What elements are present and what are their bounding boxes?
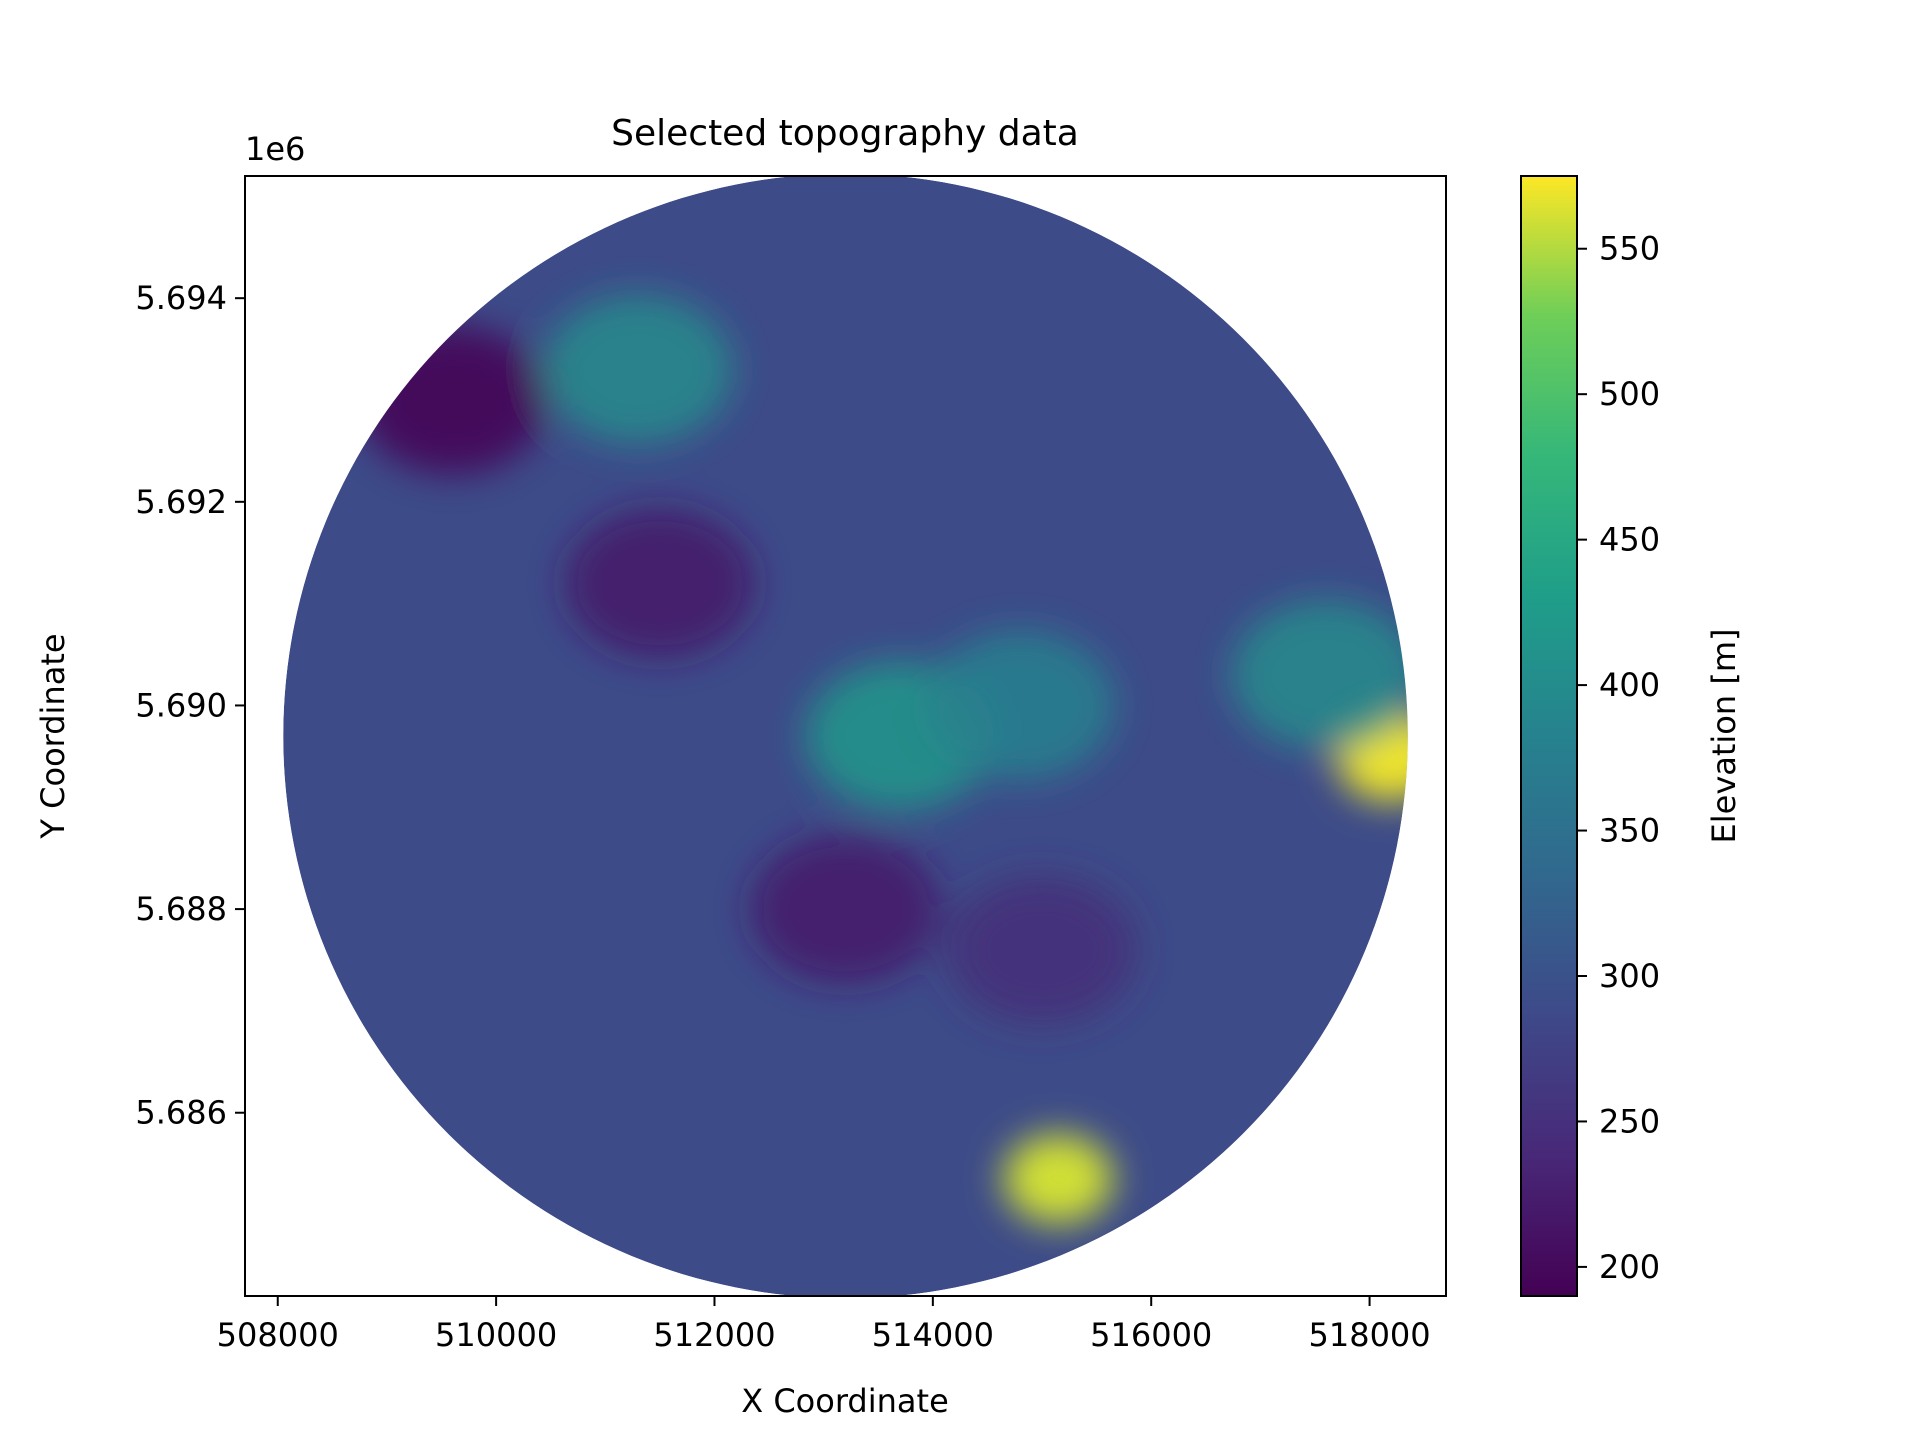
x-tick-label: 508000 bbox=[217, 1316, 339, 1354]
y-offset-text: 1e6 bbox=[245, 130, 305, 168]
colorbar-tick-label: 500 bbox=[1599, 375, 1660, 413]
colorbar: 200 250 300 350 400 450 500 550 Elevation [m] bbox=[1520, 175, 1743, 1297]
x-tick-label: 510000 bbox=[435, 1316, 557, 1354]
y-axis-ticks: 5.686 5.688 5.690 5.692 5.694 bbox=[135, 279, 245, 1132]
x-axis-ticks: 508000 510000 512000 514000 516000 518000 bbox=[217, 1296, 1431, 1354]
elevation-raster bbox=[283, 176, 1408, 1296]
colorbar-gradient bbox=[1520, 175, 1578, 1297]
colorbar-label: Elevation [m] bbox=[1705, 629, 1743, 844]
colorbar-tick-label: 550 bbox=[1599, 230, 1660, 268]
x-tick-label: 514000 bbox=[872, 1316, 994, 1354]
y-tick-label: 5.688 bbox=[135, 890, 227, 928]
chart-title: Selected topography data bbox=[611, 113, 1079, 154]
x-tick-label: 516000 bbox=[1090, 1316, 1212, 1354]
colorbar-ticks: 200 250 300 350 400 450 500 550 bbox=[1577, 230, 1660, 1286]
y-tick-label: 5.692 bbox=[135, 483, 227, 521]
elevation-feature bbox=[543, 294, 734, 445]
colorbar-tick-label: 350 bbox=[1599, 812, 1660, 850]
plot-area bbox=[283, 176, 1408, 1296]
plot-frame bbox=[244, 175, 1447, 1297]
x-tick-label: 518000 bbox=[1308, 1316, 1430, 1354]
elevation-feature bbox=[750, 834, 941, 985]
elevation-feature bbox=[947, 874, 1138, 1025]
y-tick-label: 5.686 bbox=[135, 1094, 227, 1132]
elevation-feature bbox=[925, 630, 1116, 781]
elevation-features bbox=[357, 294, 1408, 1224]
elevation-feature bbox=[1003, 1133, 1114, 1224]
colorbar-tick-label: 250 bbox=[1599, 1102, 1660, 1140]
colorbar-tick-label: 300 bbox=[1599, 957, 1660, 995]
elevation-feature bbox=[1230, 599, 1408, 750]
colorbar-tick-label: 400 bbox=[1599, 666, 1660, 704]
elevation-feature bbox=[564, 508, 755, 659]
colorbar-tick-label: 450 bbox=[1599, 521, 1660, 559]
colorbar-tick-label: 200 bbox=[1599, 1248, 1660, 1286]
y-tick-label: 5.690 bbox=[135, 686, 227, 724]
elevation-feature bbox=[357, 325, 548, 475]
x-tick-label: 512000 bbox=[653, 1316, 775, 1354]
x-axis-label: X Coordinate bbox=[741, 1382, 949, 1420]
y-axis-label: Y Coordinate bbox=[34, 633, 72, 839]
y-tick-label: 5.694 bbox=[135, 279, 227, 317]
